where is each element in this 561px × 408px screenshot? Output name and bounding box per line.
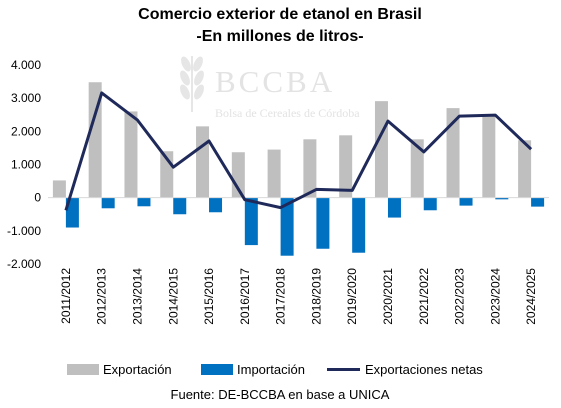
x-tick-label: 2023/2024 xyxy=(488,268,502,325)
y-tick-label: 1.000 xyxy=(11,158,41,172)
import-bar xyxy=(423,197,437,211)
export-bar xyxy=(374,101,388,198)
import-bar xyxy=(101,197,115,209)
export-bar xyxy=(518,140,532,198)
x-axis: 2011/2012 2012/2013 2013/2014 2014/2015 2015… xyxy=(59,268,538,325)
x-tick-label: 2014/2015 xyxy=(166,268,180,325)
import-bar xyxy=(209,197,223,213)
watermark-org: Bolsa de Cereales de Córdoba xyxy=(215,106,360,120)
import-bar xyxy=(137,197,151,207)
net-exports-line xyxy=(64,91,533,211)
y-tick-label: 2.000 xyxy=(11,124,41,138)
legend-swatch-import xyxy=(201,364,233,375)
x-tick-label: 2015/2016 xyxy=(202,268,216,325)
wheat-icon xyxy=(180,56,204,112)
x-tick-label: 2024/2025 xyxy=(524,268,538,325)
import-bar xyxy=(280,197,294,256)
y-axis: 4.000 3.000 2.000 1.000 0 -1.000 -2.000 xyxy=(7,58,41,271)
import-bar xyxy=(352,197,366,253)
x-tick-label: 2017/2018 xyxy=(274,268,288,325)
chart-title: Comercio exterior de etanol en Brasil xyxy=(138,6,422,23)
legend-swatch-export xyxy=(67,364,99,375)
export-bar xyxy=(482,115,496,198)
legend-label-import: Importación xyxy=(237,362,305,377)
export-bar xyxy=(196,126,210,198)
y-tick-label: 0 xyxy=(34,191,41,205)
x-tick-label: 2018/2019 xyxy=(309,268,323,325)
export-bar xyxy=(410,139,424,198)
x-tick-label: 2016/2017 xyxy=(238,268,252,325)
legend: Exportación Importación Exportaciones ne… xyxy=(67,362,483,377)
chart-subtitle: -En millones de litros- xyxy=(196,28,363,45)
import-bar xyxy=(459,197,473,206)
y-tick-label: -2.000 xyxy=(7,257,41,271)
import-bar xyxy=(65,197,79,228)
import-bar xyxy=(531,197,545,207)
x-tick-label: 2021/2022 xyxy=(417,268,431,325)
export-bar xyxy=(88,82,102,198)
import-bar xyxy=(495,197,509,200)
x-tick-label: 2020/2021 xyxy=(381,268,395,325)
watermark-name: BCCBA xyxy=(215,64,335,99)
import-bar xyxy=(316,197,330,249)
y-tick-label: 3.000 xyxy=(11,91,41,105)
import-bars xyxy=(65,197,545,256)
x-tick-label: 2012/2013 xyxy=(95,268,109,325)
import-bar xyxy=(244,197,258,246)
x-tick-label: 2019/2020 xyxy=(345,268,359,325)
import-bar xyxy=(387,197,401,218)
export-bar xyxy=(339,135,353,198)
export-bar xyxy=(446,108,460,198)
export-bar xyxy=(124,111,138,198)
x-tick-label: 2022/2023 xyxy=(453,268,467,325)
x-tick-label: 2011/2012 xyxy=(59,268,73,324)
export-bar xyxy=(303,139,317,198)
watermark-logo: BCCBA Bolsa de Cereales de Córdoba xyxy=(180,56,360,120)
y-tick-label: -1.000 xyxy=(7,224,41,238)
export-bars xyxy=(52,82,532,198)
export-bar xyxy=(267,149,281,198)
export-bar xyxy=(52,180,66,198)
import-bar xyxy=(173,197,187,215)
legend-label-export: Exportación xyxy=(103,362,172,377)
y-tick-label: 4.000 xyxy=(11,58,41,72)
x-tick-label: 2013/2014 xyxy=(130,268,144,325)
source-note: Fuente: DE-BCCBA en base a UNICA xyxy=(171,387,390,402)
legend-label-net: Exportaciones netas xyxy=(365,362,483,377)
